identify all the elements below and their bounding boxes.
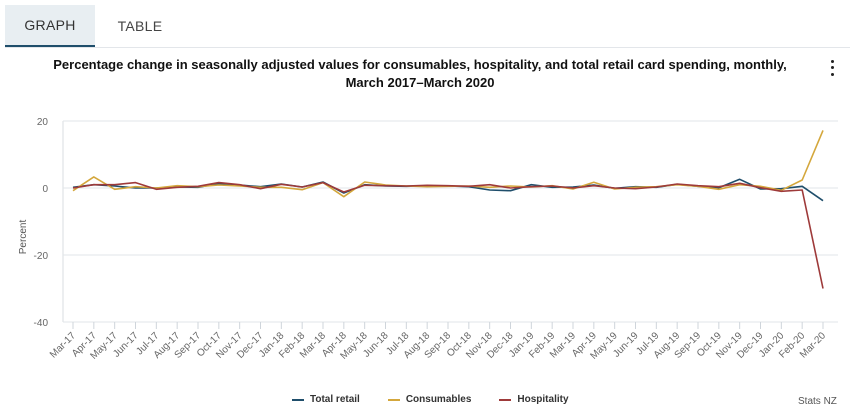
legend-label: Total retail xyxy=(310,394,360,405)
series-line-hospitality xyxy=(72,181,824,289)
legend-swatch-icon xyxy=(292,398,304,401)
menu-dot xyxy=(830,59,834,63)
source-credit: Stats NZ xyxy=(798,396,837,407)
line-chart: 20 0 -20 -40 Mar-17Apr-17May-17Jun-17Jul-17… xyxy=(18,117,838,362)
x-axis: Mar-17Apr-17May-17Jun-17Jul-17Aug-17Sep-… xyxy=(48,322,828,362)
chart-title: Percentage change in seasonally adjusted… xyxy=(20,56,820,92)
chart-legend: Total retail Consumables Hospitality xyxy=(292,394,569,405)
y-tick-label: 20 xyxy=(37,117,49,128)
series-lines xyxy=(72,130,824,289)
tab-graph[interactable]: GRAPH xyxy=(5,5,95,47)
y-tick-label: 0 xyxy=(42,184,48,195)
y-axis-title: Percent xyxy=(18,220,29,255)
tab-table[interactable]: TABLE xyxy=(117,18,163,34)
y-tick-label: -20 xyxy=(34,251,49,262)
legend-label: Consumables xyxy=(405,394,472,405)
legend-item-total-retail[interactable]: Total retail xyxy=(292,394,360,405)
legend-swatch-icon xyxy=(499,398,512,401)
menu-dot xyxy=(830,66,834,70)
view-tabs: GRAPH TABLE xyxy=(5,5,850,48)
legend-label: Hospitality xyxy=(517,394,569,405)
chart-title-line2: March 2017–March 2020 xyxy=(345,75,495,90)
more-vertical-icon[interactable] xyxy=(824,58,840,78)
grid-lines xyxy=(62,120,838,323)
legend-swatch-icon xyxy=(387,398,400,401)
legend-item-hospitality[interactable]: Hospitality xyxy=(499,394,569,405)
legend-item-consumables[interactable]: Consumables xyxy=(387,394,472,405)
series-line-total-retail xyxy=(72,178,824,202)
chart-title-line1: Percentage change in seasonally adjusted… xyxy=(53,57,787,72)
menu-dot xyxy=(830,73,834,77)
y-tick-label: -40 xyxy=(34,318,49,329)
y-axis-ticks: 20 0 -20 -40 xyxy=(34,117,49,329)
